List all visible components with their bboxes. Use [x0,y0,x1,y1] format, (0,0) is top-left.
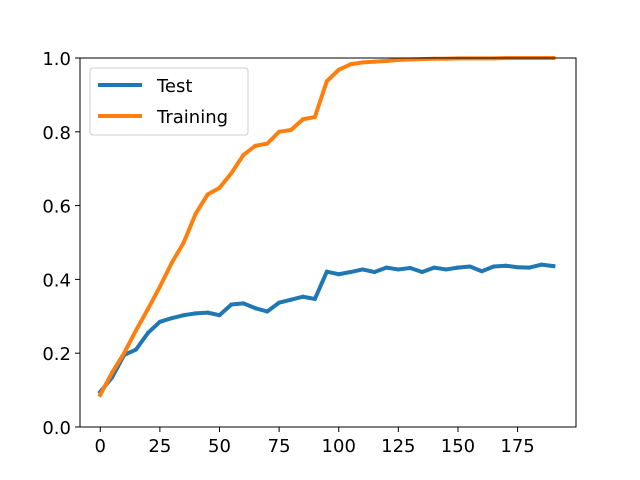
data-point-test [241,301,246,306]
data-point-test [479,269,484,274]
data-point-test [527,265,532,270]
data-point-test [384,265,389,270]
data-point-training [372,59,377,64]
data-point-training [444,56,449,61]
data-point-test [348,270,353,275]
data-point-test [312,296,317,301]
x-tick-label: 125 [381,436,415,457]
legend-label-training: Training [156,107,228,128]
data-point-training [324,79,329,84]
data-point-training [253,143,258,148]
y-tick-label: 0.6 [42,197,71,218]
data-point-test [515,265,520,270]
data-point-training [348,62,353,67]
x-tick-label: 0 [95,436,106,457]
x-tick-label: 175 [500,436,534,457]
x-tick-label: 50 [208,436,231,457]
data-point-test [265,309,270,314]
data-point-test [551,264,556,269]
data-point-test [169,316,174,321]
data-point-test [145,330,150,335]
data-point-test [157,319,162,324]
data-point-test [193,311,198,316]
data-point-training [157,284,162,289]
data-point-training [217,185,222,190]
x-tick-label: 25 [148,436,171,457]
legend: Test Training [89,67,249,136]
data-point-test [277,300,282,305]
data-point-training [122,351,127,356]
legend-label-test: Test [156,76,192,97]
y-tick-label: 0.0 [42,418,71,439]
data-point-test [134,347,139,352]
data-point-training [98,392,103,397]
data-point-test [229,302,234,307]
data-point-training [265,141,270,146]
data-point-training [396,57,401,62]
data-point-test [205,310,210,315]
data-point-test [253,306,258,311]
data-point-test [420,270,425,275]
data-point-training [360,60,365,65]
data-point-training [336,67,341,72]
data-point-training [229,171,234,176]
x-tick-label: 150 [441,436,475,457]
y-tick-label: 1.0 [42,49,71,70]
data-point-test [300,294,305,299]
y-tick-label: 0.8 [42,123,71,144]
data-point-training [384,58,389,63]
y-tick-label: 0.4 [42,270,71,291]
data-point-test [372,270,377,275]
x-tick-label: 75 [268,436,291,457]
data-point-training [205,192,210,197]
data-point-test [289,297,294,302]
x-axis: 0 25 50 75 100 125 150 175 [95,427,535,457]
data-point-test [360,267,365,272]
data-point-training [181,240,186,245]
y-axis: 0.0 0.2 0.4 0.6 0.8 1.0 [42,49,80,439]
data-point-test [181,313,186,318]
data-point-test [324,269,329,274]
data-point-training [193,211,198,216]
y-tick-label: 0.2 [42,344,71,365]
data-point-training [312,115,317,120]
data-point-test [396,267,401,272]
data-point-test [539,262,544,267]
data-point-training [145,306,150,311]
data-point-training [289,127,294,132]
data-point-test [455,265,460,270]
data-point-training [277,129,282,134]
data-point-training [432,56,437,61]
data-point-training [134,328,139,333]
data-point-test [408,265,413,270]
plot-frame [79,57,577,428]
data-point-test [467,264,472,269]
data-point-training [300,117,305,122]
data-point-training [110,370,115,375]
data-point-test [336,272,341,277]
data-point-test [444,267,449,272]
data-point-test [491,264,496,269]
data-point-training [169,260,174,265]
data-point-test [432,265,437,270]
x-tick-label: 100 [322,436,356,457]
data-point-test [503,263,508,268]
data-point-test [217,313,222,318]
data-point-training [241,153,246,158]
